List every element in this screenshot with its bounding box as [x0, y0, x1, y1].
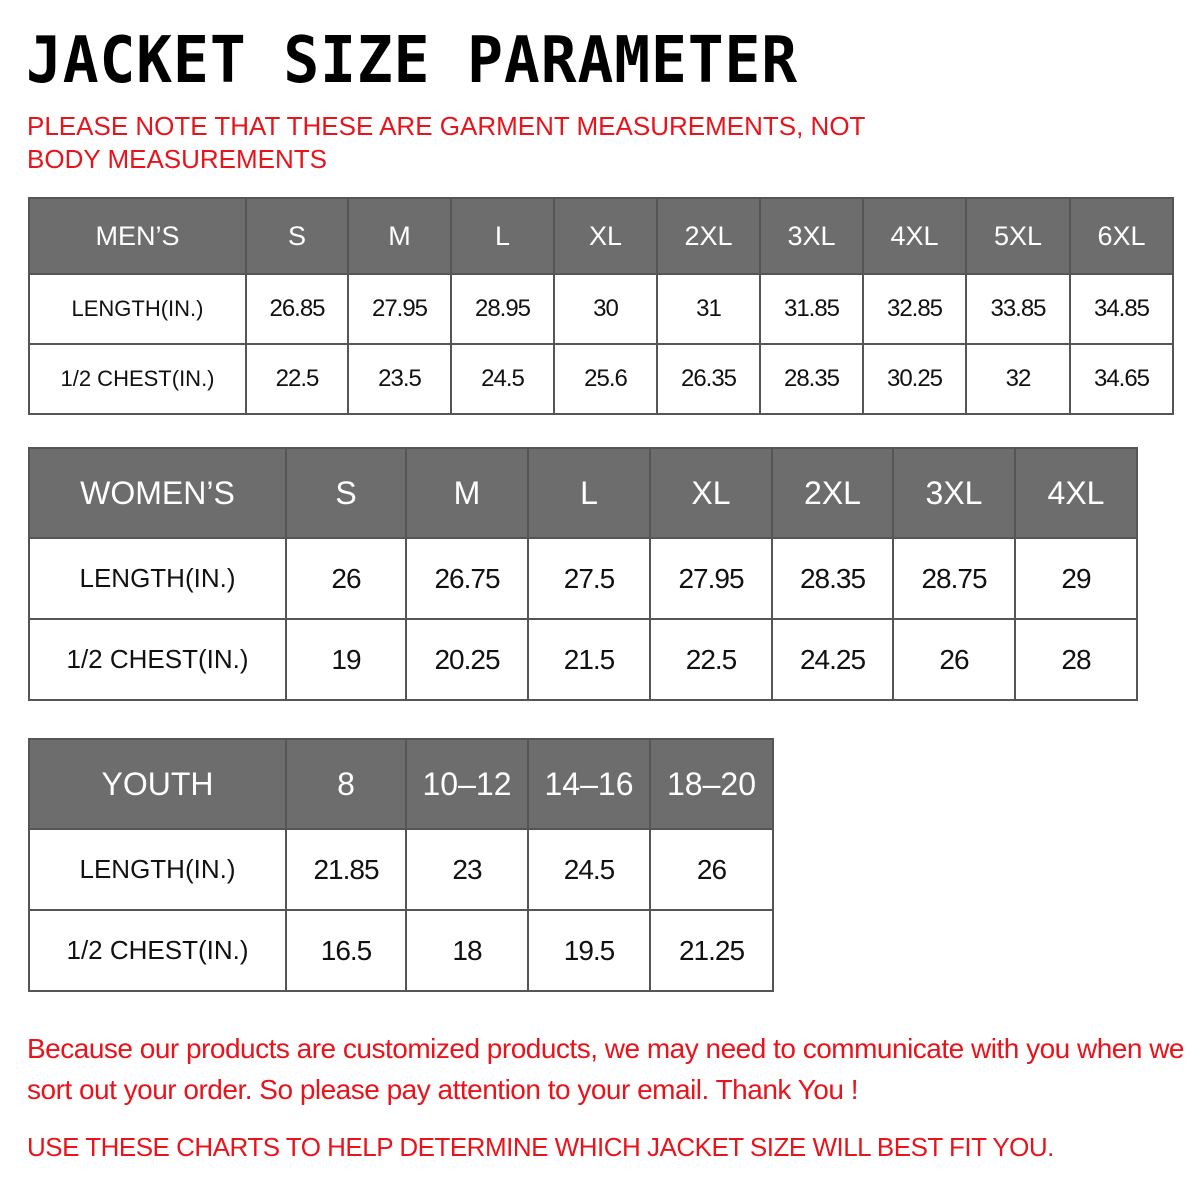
measurement-cell: 26.35 [656, 343, 761, 415]
table-category-header: WOMEN’S [28, 447, 287, 539]
size-header: 3XL [759, 197, 864, 275]
customization-notice: Because our products are customized prod… [27, 1033, 1185, 1105]
measurement-cell: 21.85 [285, 828, 407, 911]
size-header: 2XL [771, 447, 894, 539]
row-label: LENGTH(IN.) [28, 828, 287, 911]
measurement-cell: 33.85 [965, 273, 1071, 345]
table-row: LENGTH(IN.) 26.85 27.95 28.95 30 31 31.85 32.85… [28, 273, 1174, 345]
measurement-cell: 22.5 [649, 618, 773, 701]
measurement-note: PLEASE NOTE THAT THESE ARE GARMENT MEASU… [27, 111, 865, 174]
table-category-header: MEN’S [28, 197, 247, 275]
measurement-cell: 25.6 [553, 343, 658, 415]
measurement-cell: 30.25 [862, 343, 967, 415]
measurement-cell: 26.75 [405, 537, 529, 620]
measurement-cell: 19 [285, 618, 407, 701]
size-header: 2XL [656, 197, 761, 275]
size-header: M [405, 447, 529, 539]
womens-size-table: WOMEN’S S M L XL 2XL 3XL 4XL LENGTH(IN.) 26 26.75 2… [28, 447, 1138, 701]
size-header: XL [553, 197, 658, 275]
size-help-note: USE THESE CHARTS TO HELP DETERMINE WHICH… [27, 1132, 1054, 1162]
measurement-cell: 23.5 [347, 343, 452, 415]
table-header-row: YOUTH 8 10–12 14–16 18–20 [28, 738, 774, 830]
measurement-cell: 31 [656, 273, 761, 345]
size-header: 5XL [965, 197, 1071, 275]
size-header: 18–20 [649, 738, 774, 830]
measurement-cell: 27.5 [527, 537, 651, 620]
measurement-cell: 28.35 [759, 343, 864, 415]
measurement-cell: 28 [1014, 618, 1138, 701]
page-title: JACKET SIZE PARAMETER [26, 24, 799, 98]
measurement-cell: 27.95 [347, 273, 452, 345]
measurement-cell: 28.75 [892, 537, 1016, 620]
measurement-cell: 23 [405, 828, 529, 911]
measurement-cell: 21.5 [527, 618, 651, 701]
size-header: L [527, 447, 651, 539]
mens-size-table: MEN’S S M L XL 2XL 3XL 4XL 5XL 6XL LENGTH(IN.) 26.8… [28, 197, 1174, 415]
measurement-cell: 28.95 [450, 273, 555, 345]
size-header: 4XL [1014, 447, 1138, 539]
measurement-cell: 19.5 [527, 909, 651, 992]
measurement-cell: 22.5 [245, 343, 349, 415]
table-row: 1/2 CHEST(IN.) 19 20.25 21.5 22.5 24.25 26 28 [28, 618, 1138, 701]
measurement-cell: 26.85 [245, 273, 349, 345]
table-row: 1/2 CHEST(IN.) 16.5 18 19.5 21.25 [28, 909, 774, 992]
measurement-cell: 32 [965, 343, 1071, 415]
measurement-cell: 24.5 [450, 343, 555, 415]
measurement-cell: 32.85 [862, 273, 967, 345]
size-header: S [285, 447, 407, 539]
table-row: 1/2 CHEST(IN.) 22.5 23.5 24.5 25.6 26.35 28.35… [28, 343, 1174, 415]
measurement-cell: 34.85 [1069, 273, 1174, 345]
size-header: 3XL [892, 447, 1016, 539]
measurement-cell: 21.25 [649, 909, 774, 992]
measurement-cell: 28.35 [771, 537, 894, 620]
size-header: 4XL [862, 197, 967, 275]
size-header: 6XL [1069, 197, 1174, 275]
row-label: LENGTH(IN.) [28, 273, 247, 345]
size-header: 8 [285, 738, 407, 830]
table-header-row: WOMEN’S S M L XL 2XL 3XL 4XL [28, 447, 1138, 539]
size-header: 14–16 [527, 738, 651, 830]
size-header: M [347, 197, 452, 275]
size-header: L [450, 197, 555, 275]
measurement-cell: 26 [892, 618, 1016, 701]
size-header: S [245, 197, 349, 275]
table-row: LENGTH(IN.) 26 26.75 27.5 27.95 28.35 28.75 29 [28, 537, 1138, 620]
size-header: 10–12 [405, 738, 529, 830]
youth-size-table: YOUTH 8 10–12 14–16 18–20 LENGTH(IN.) 21.85 23 2… [28, 738, 774, 992]
measurement-cell: 30 [553, 273, 658, 345]
measurement-cell: 18 [405, 909, 529, 992]
row-label: 1/2 CHEST(IN.) [28, 618, 287, 701]
size-header: XL [649, 447, 773, 539]
row-label: LENGTH(IN.) [28, 537, 287, 620]
row-label: 1/2 CHEST(IN.) [28, 343, 247, 415]
measurement-cell: 26 [649, 828, 774, 911]
measurement-cell: 27.95 [649, 537, 773, 620]
table-row: LENGTH(IN.) 21.85 23 24.5 26 [28, 828, 774, 911]
table-category-header: YOUTH [28, 738, 287, 830]
measurement-cell: 31.85 [759, 273, 864, 345]
measurement-cell: 34.65 [1069, 343, 1174, 415]
table-header-row: MEN’S S M L XL 2XL 3XL 4XL 5XL 6XL [28, 197, 1174, 275]
measurement-cell: 16.5 [285, 909, 407, 992]
measurement-cell: 29 [1014, 537, 1138, 620]
row-label: 1/2 CHEST(IN.) [28, 909, 287, 992]
measurement-cell: 20.25 [405, 618, 529, 701]
measurement-cell: 24.5 [527, 828, 651, 911]
measurement-cell: 26 [285, 537, 407, 620]
measurement-cell: 24.25 [771, 618, 894, 701]
